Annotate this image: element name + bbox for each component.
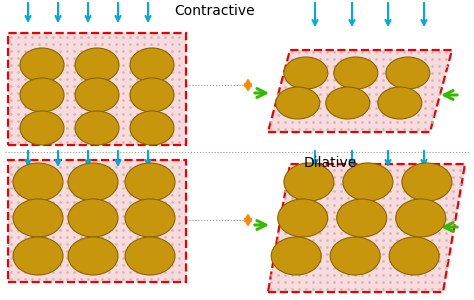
Ellipse shape [271, 237, 321, 275]
Ellipse shape [389, 237, 439, 275]
Ellipse shape [13, 199, 63, 237]
Ellipse shape [378, 87, 422, 119]
Ellipse shape [20, 78, 64, 112]
Ellipse shape [276, 87, 320, 119]
Ellipse shape [68, 199, 118, 237]
Text: Contractive: Contractive [175, 4, 255, 18]
Ellipse shape [326, 87, 370, 119]
Ellipse shape [125, 163, 175, 201]
Ellipse shape [68, 237, 118, 275]
Ellipse shape [13, 237, 63, 275]
Bar [8, 160, 186, 282]
Ellipse shape [130, 111, 174, 145]
Ellipse shape [125, 199, 175, 237]
Ellipse shape [337, 199, 387, 237]
Ellipse shape [343, 163, 393, 201]
Ellipse shape [75, 78, 119, 112]
Polygon shape [268, 164, 465, 292]
Ellipse shape [68, 163, 118, 201]
Bar [8, 33, 186, 145]
Ellipse shape [386, 57, 430, 89]
Ellipse shape [20, 111, 64, 145]
Ellipse shape [75, 111, 119, 145]
Ellipse shape [284, 57, 328, 89]
Ellipse shape [396, 199, 446, 237]
Text: Dilative: Dilative [303, 156, 356, 170]
Polygon shape [268, 50, 452, 132]
Ellipse shape [402, 163, 452, 201]
Ellipse shape [284, 163, 334, 201]
Ellipse shape [75, 48, 119, 82]
Ellipse shape [20, 48, 64, 82]
Ellipse shape [130, 78, 174, 112]
Ellipse shape [130, 48, 174, 82]
Ellipse shape [278, 199, 328, 237]
Ellipse shape [330, 237, 380, 275]
Ellipse shape [125, 237, 175, 275]
Ellipse shape [334, 57, 378, 89]
Ellipse shape [13, 163, 63, 201]
